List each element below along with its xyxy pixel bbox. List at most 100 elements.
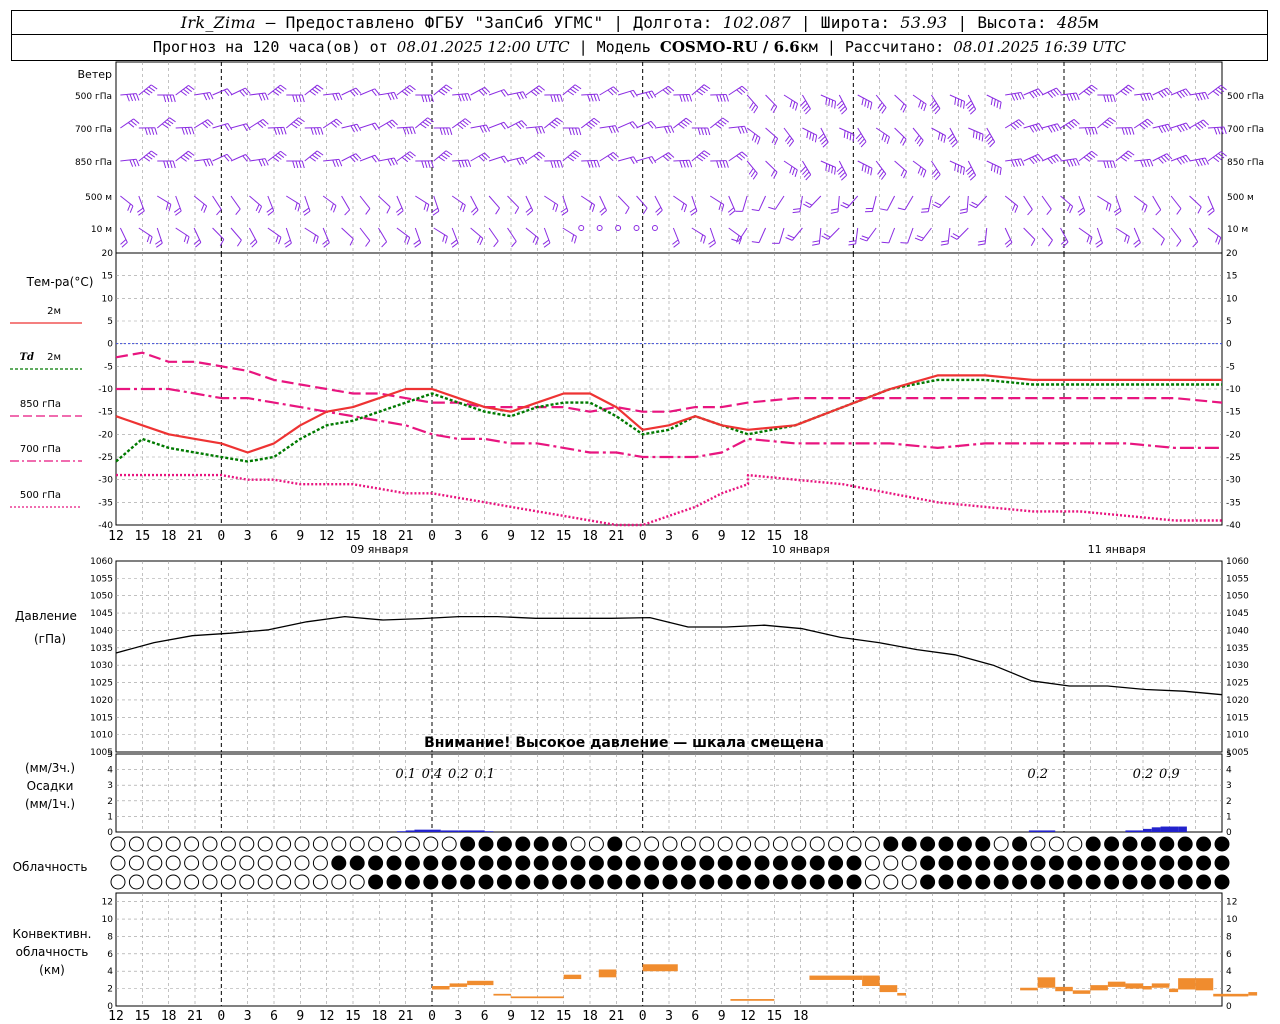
wind-barb-feather <box>719 160 723 168</box>
wind-barb <box>341 195 351 216</box>
precip-axis-tick-label-right: 1 <box>1226 812 1232 822</box>
wind-barb-feather <box>688 94 693 102</box>
wind-barb-feather <box>1207 207 1214 213</box>
wind-barb-feather <box>751 241 760 244</box>
wind-barb-feather <box>698 88 706 94</box>
wind-barb-feather <box>535 237 539 245</box>
wind-barb <box>1023 195 1033 216</box>
wind-barb-feather <box>993 99 996 107</box>
convective-cloud-bar <box>598 969 617 978</box>
wind-barb <box>1207 151 1227 163</box>
wind-barb-staff <box>230 195 241 210</box>
cloud-cover-symbol <box>1085 836 1101 852</box>
wind-barb <box>322 227 330 248</box>
wind-barb-feather <box>374 88 380 95</box>
wind-barb-feather <box>121 242 128 248</box>
cloud-cover-symbol <box>184 874 200 890</box>
wind-barb-feather <box>481 154 488 161</box>
pressure-axis-tick-label-right: 1030 <box>1226 661 1249 671</box>
wind-barb-staff <box>359 154 376 162</box>
wind-barb-feather <box>409 85 416 91</box>
wind-barb-staff <box>1005 91 1022 96</box>
pressure-axis-tick-label-right: 1035 <box>1226 644 1249 654</box>
wind-barb-feather <box>591 204 596 212</box>
wind-barb-feather <box>439 127 443 136</box>
cloud-cover-symbol <box>165 874 181 890</box>
wind-barb <box>965 160 977 181</box>
wind-barb-feather <box>275 154 282 160</box>
wind-barb-feather <box>258 206 263 214</box>
wind-barb-feather <box>404 154 411 161</box>
wind-barb-staff <box>1134 92 1151 96</box>
header-separator: | <box>947 13 978 32</box>
wind-barb-staff <box>1133 227 1141 243</box>
wind-barb-feather <box>129 93 134 102</box>
wind-barb-feather <box>740 126 745 134</box>
wind-barb <box>562 84 582 96</box>
wind-barb-feather <box>421 160 425 169</box>
cloud-cover-symbol <box>202 874 218 890</box>
wind-barb <box>949 160 965 175</box>
wind-barb <box>175 84 195 96</box>
wind-barb <box>433 127 453 136</box>
wind-barb <box>1152 153 1173 164</box>
wind-barb <box>783 94 799 111</box>
temperature-axis-tick-label-right: -30 <box>1226 476 1241 486</box>
wind-barb <box>728 125 748 134</box>
wind-barb-feather <box>559 94 563 102</box>
wind-barb-feather <box>166 119 174 125</box>
wind-barb-feather <box>182 154 190 160</box>
wind-barb-feather <box>749 101 754 109</box>
wind-barb-feather <box>1208 210 1215 216</box>
wind-barb <box>1170 154 1191 165</box>
legend-label: 2м <box>47 352 61 363</box>
wind-barb-feather <box>786 137 793 145</box>
convective-cloud-bar <box>862 975 880 987</box>
wind-barb-staff <box>709 117 724 129</box>
wind-barb-feather <box>191 127 195 135</box>
wind-barb-feather <box>792 211 800 214</box>
wind-barb-feather <box>1069 206 1074 214</box>
convective-cloud-bar <box>1178 978 1196 990</box>
wind-barb-feather <box>1143 93 1148 101</box>
wind-barb-feather <box>203 93 208 101</box>
cloud-cover-symbol <box>276 874 292 890</box>
wind-barb-feather <box>725 94 729 102</box>
cloud-cover-symbol <box>368 836 384 852</box>
wind-barb-feather <box>629 90 635 98</box>
wind-barb <box>507 120 528 130</box>
wind-barb <box>286 160 305 169</box>
precip-amount-label: 0.4 <box>422 767 443 782</box>
wind-barb-feather <box>459 203 464 211</box>
wind-barb <box>803 195 822 208</box>
wind-barb-feather <box>567 156 575 162</box>
wind-barb-feather <box>130 120 137 126</box>
wind-barb-feather <box>861 97 864 106</box>
cloud-cover-symbol <box>331 855 347 871</box>
convective-cloud-bar <box>1072 990 1091 994</box>
wind-barb <box>821 227 840 240</box>
wind-barb-feather <box>857 135 864 142</box>
wind-barb-feather <box>879 170 885 178</box>
wind-level-label-left: 10 м <box>91 225 112 235</box>
header-separator: | <box>603 13 634 32</box>
wind-barb-feather <box>589 202 593 211</box>
wind-barb-feather <box>921 211 929 213</box>
wind-barb-feather <box>825 97 828 105</box>
wind-barb-feather <box>840 204 848 209</box>
wind-barb-feather <box>427 160 431 169</box>
wind-barb-staff <box>1060 195 1073 207</box>
wind-barb-staff <box>359 88 375 96</box>
wind-barb-feather <box>1027 209 1033 216</box>
wind-barb-feather <box>1037 153 1044 161</box>
wind-barb-staff <box>1189 227 1199 243</box>
wind-barb-feather <box>423 202 427 210</box>
wind-barb-feather <box>645 92 650 100</box>
wind-barb-feather <box>1035 124 1041 131</box>
wind-barb-feather <box>316 84 324 90</box>
wind-barb-staff <box>1005 158 1022 162</box>
wind-barb-feather <box>135 159 140 167</box>
wind-barb-feather <box>390 92 395 100</box>
wind-barb-staff <box>488 89 505 96</box>
wind-barb-feather <box>277 152 285 158</box>
